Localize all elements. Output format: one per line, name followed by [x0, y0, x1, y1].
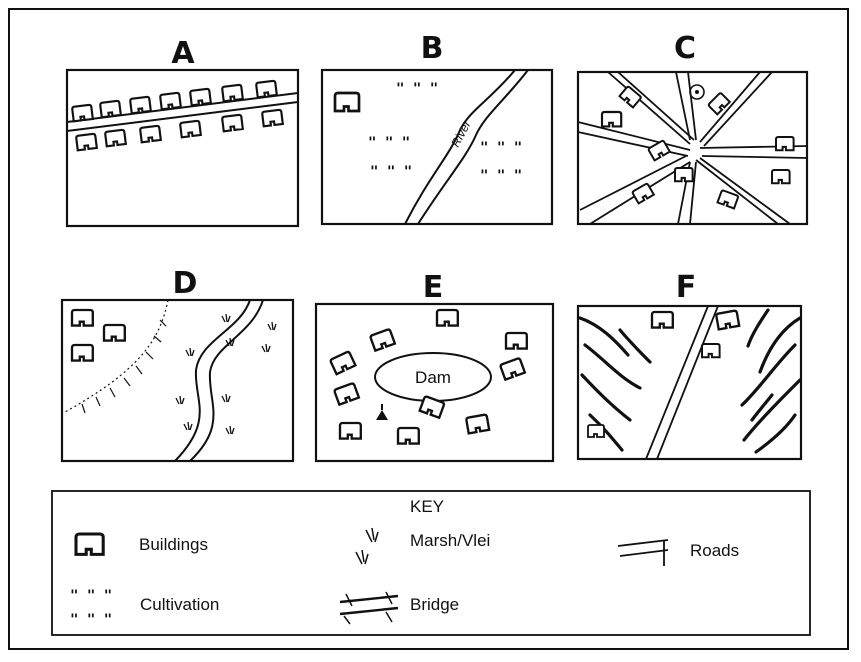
panel-f-label: F: [676, 270, 697, 305]
panel-c-label: C: [674, 31, 696, 66]
panel-e-label: E: [423, 270, 444, 305]
road-icon: [617, 539, 669, 566]
key-roads-label: Roads: [690, 541, 739, 560]
key-item-marsh: Marsh/Vlei: [355, 527, 490, 565]
key-bridge-label: Bridge: [410, 595, 459, 614]
panel-c: C: [576, 31, 809, 226]
panel-b: B River: [320, 31, 554, 226]
panel-e: E Dam: [314, 270, 555, 463]
panel-a: A: [65, 36, 300, 228]
panel-b-label: B: [421, 31, 444, 66]
key-cultivation-label: Cultivation: [140, 595, 219, 614]
key-item-buildings: Buildings: [74, 532, 208, 556]
marsh-icon: [355, 527, 379, 565]
panel-f: F: [576, 270, 803, 461]
key-item-cultivation: Cultivation: [70, 588, 219, 628]
key-box: KEY Buildings Marsh/Vlei Roads: [51, 490, 811, 636]
key-marsh-label: Marsh/Vlei: [410, 531, 490, 550]
panel-d: D: [60, 266, 295, 463]
dam-label: Dam: [415, 368, 451, 387]
panel-d-label: D: [173, 266, 198, 301]
key-buildings-label: Buildings: [139, 535, 208, 554]
panel-a-label: A: [171, 36, 195, 71]
key-title: KEY: [410, 497, 444, 516]
key-item-roads: Roads: [617, 539, 739, 566]
outer-frame: [8, 8, 849, 650]
key-item-bridge: Bridge: [339, 591, 459, 625]
bridge-icon: [339, 591, 399, 625]
